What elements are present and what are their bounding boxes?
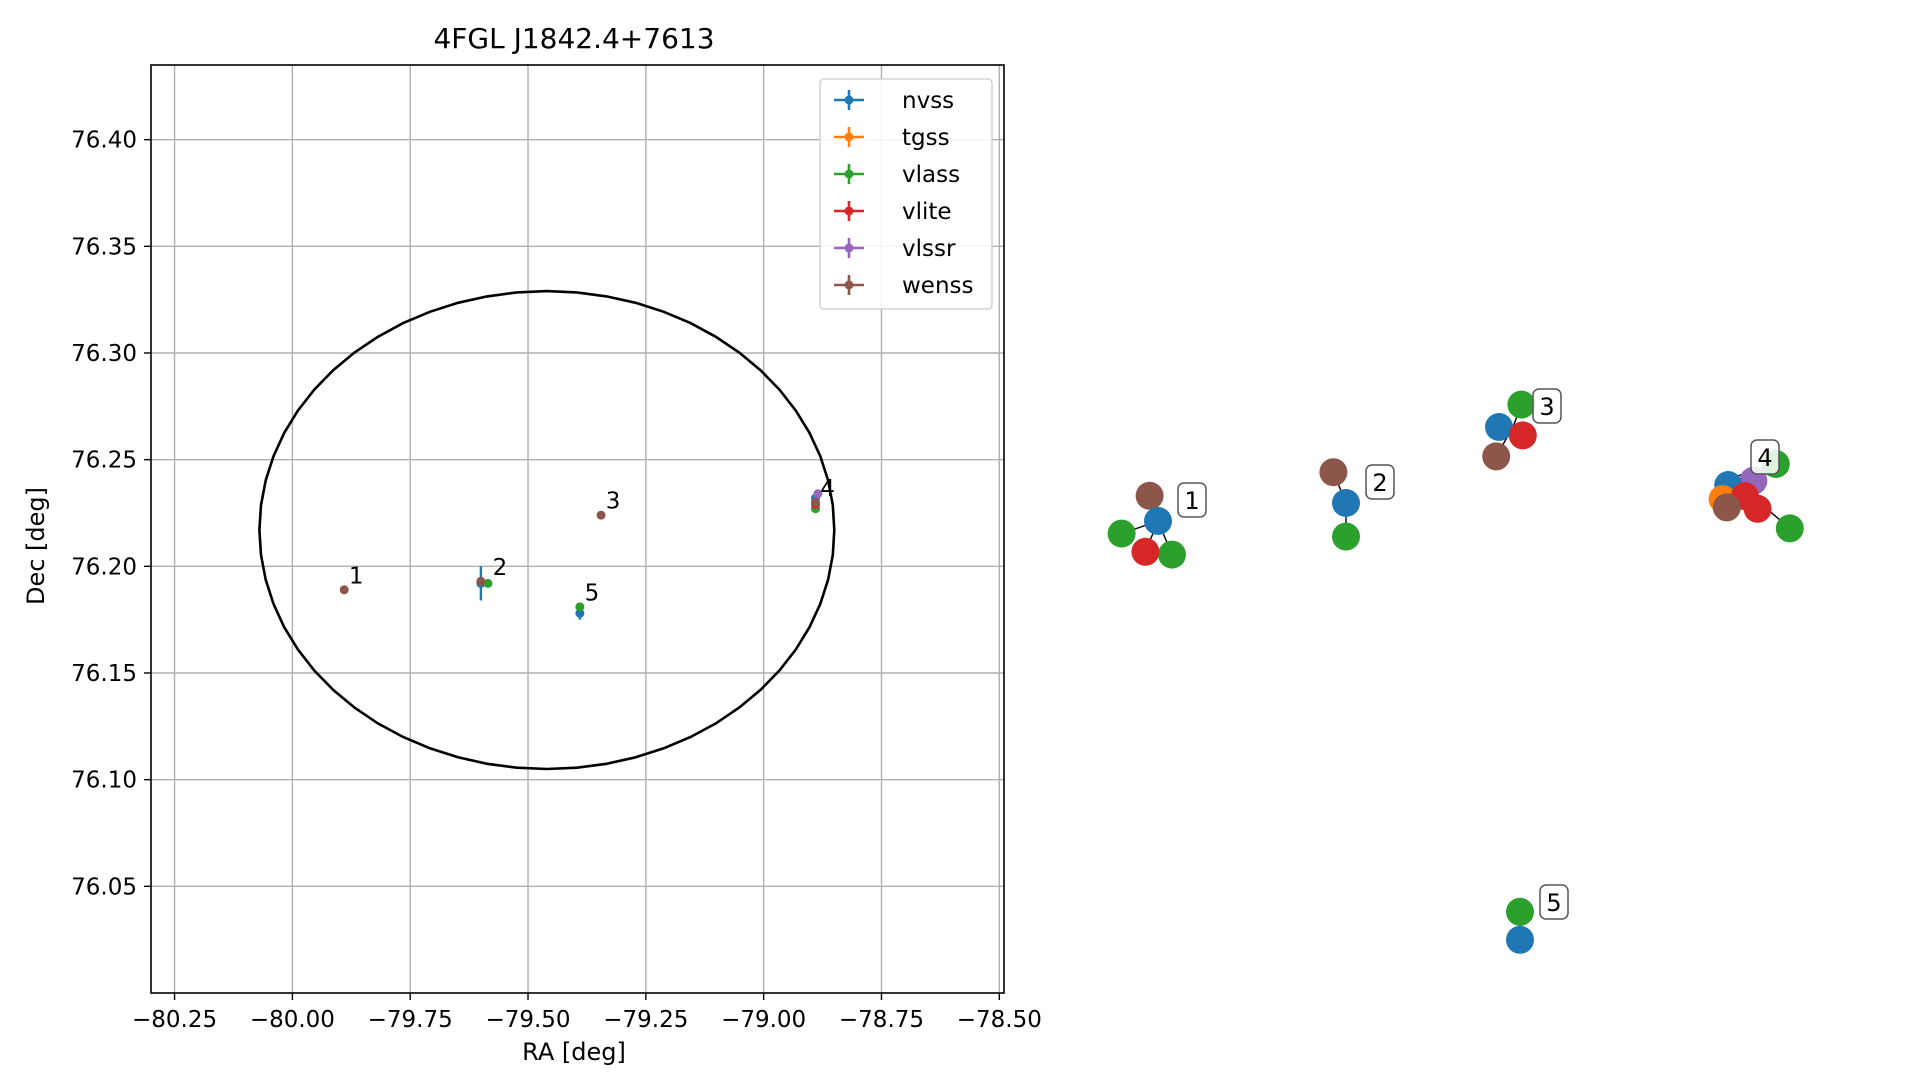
legend-label: vlass [902, 162, 960, 188]
legend-entry-wenss: wenss [834, 273, 974, 299]
y-tick-label: 76.10 [71, 768, 137, 794]
wenss-point [476, 576, 486, 586]
cluster-label: 2 [1372, 469, 1387, 497]
cluster-label: 4 [1757, 444, 1772, 472]
vlass-cluster-point [1107, 519, 1136, 548]
legend-entry-tgss: tgss [834, 125, 950, 151]
error-ellipse [258, 289, 836, 771]
x-tick-label: −79.75 [368, 1007, 453, 1033]
x-tick-label: −79.00 [721, 1007, 806, 1033]
cluster-label-box [1177, 482, 1207, 518]
y-tick-label: 76.30 [71, 341, 137, 367]
cluster-label-box [1532, 388, 1562, 424]
plot-frame [150, 64, 1005, 994]
vlass-cluster-point [1507, 390, 1536, 419]
x-tick-label: −79.50 [485, 1007, 570, 1033]
cluster-group-4: 4 [1708, 439, 1804, 543]
cluster-label-box [1750, 439, 1780, 475]
vlite-cluster-point [1508, 421, 1537, 450]
cluster-group-2: 2 [1319, 458, 1395, 551]
legend: nvss tgss vlass vlite vlssr wenss [819, 78, 993, 310]
vlssr-point [813, 489, 823, 499]
legend-entry-vlass: vlass [834, 162, 960, 188]
vlass-point [575, 602, 585, 612]
y-tick-label: 76.05 [71, 874, 137, 900]
vlass-cluster-point [1775, 514, 1804, 543]
legend-label: nvss [902, 88, 954, 114]
vlass-cluster-point [1332, 522, 1360, 551]
y-tick-label: 76.25 [71, 448, 137, 474]
y-tick-label: 76.35 [71, 234, 137, 260]
legend-entry-vlite: vlite [834, 199, 952, 225]
y-tick-label: 76.15 [71, 661, 137, 687]
error-ellipse-layer [258, 289, 836, 771]
source-label: 2 [493, 555, 508, 581]
wenss-cluster-point [1319, 458, 1348, 487]
x-tick-label: −78.75 [839, 1007, 924, 1033]
cluster-label: 3 [1539, 393, 1554, 421]
cluster-group-5: 5 [1506, 884, 1569, 954]
wenss-point [596, 510, 606, 520]
tick-labels: −80.25 −80.00 −79.75 −79.50 −79.25 −79.00 −78.… [71, 128, 1042, 1033]
y-axis-label: Dec [deg] [22, 487, 50, 605]
source-label: 4 [820, 476, 835, 502]
cluster-label-box [1539, 884, 1569, 920]
wenss-cluster-point [1712, 493, 1741, 522]
vlass-point [483, 578, 493, 588]
wenss-point [339, 585, 349, 595]
x-tick-label: −80.25 [132, 1007, 217, 1033]
legend-entry-nvss: nvss [834, 88, 954, 114]
legend-label: vlite [902, 199, 952, 225]
main-scatter-chart: 1 2 3 4 5 −80.25 −80.00 −79.75 −79.50 −79.25 −79.… [22, 22, 1042, 1066]
vlass-cluster-point [1158, 540, 1186, 569]
nvss-cluster-point [1332, 489, 1360, 517]
legend-entry-vlssr: vlssr [834, 236, 956, 262]
legend-label: vlssr [902, 236, 956, 262]
cluster-label: 5 [1546, 889, 1561, 917]
wenss-cluster-point [1135, 481, 1164, 510]
y-tick-label: 76.40 [71, 128, 137, 154]
source-label: 3 [606, 489, 621, 515]
vlite-cluster-point [1743, 494, 1772, 523]
y-tick-label: 76.20 [71, 554, 137, 580]
wenss-point [810, 497, 820, 507]
vlass-cluster-point [1506, 897, 1534, 926]
x-tick-label: −80.00 [250, 1007, 335, 1033]
x-tick-label: −79.25 [603, 1007, 688, 1033]
cluster-label: 1 [1184, 487, 1199, 515]
nvss-cluster-point [1144, 507, 1172, 535]
zoom-cluster-panel: 1 2 3 4 5 [1107, 388, 1804, 954]
legend-label: tgss [902, 125, 950, 151]
legend-label: wenss [902, 273, 974, 299]
data-points [339, 489, 823, 620]
chart-title: 4FGL J1842.4+7613 [433, 22, 714, 55]
nvss-cluster-point [1485, 413, 1513, 441]
annotations: 1 2 3 4 5 [349, 476, 835, 607]
nvss-cluster-point [1506, 925, 1534, 954]
wenss-cluster-point [1482, 442, 1511, 471]
cluster-label-box [1365, 464, 1395, 500]
grid-lines [151, 65, 1004, 993]
x-tick-label: −78.50 [957, 1007, 1042, 1033]
source-label: 5 [585, 580, 600, 606]
cluster-group-1: 1 [1107, 481, 1207, 569]
cluster-group-3: 3 [1482, 388, 1562, 471]
vlite-cluster-point [1131, 537, 1160, 566]
x-axis-label: RA [deg] [522, 1038, 626, 1066]
axes [144, 64, 1005, 1000]
source-label: 1 [349, 563, 364, 589]
